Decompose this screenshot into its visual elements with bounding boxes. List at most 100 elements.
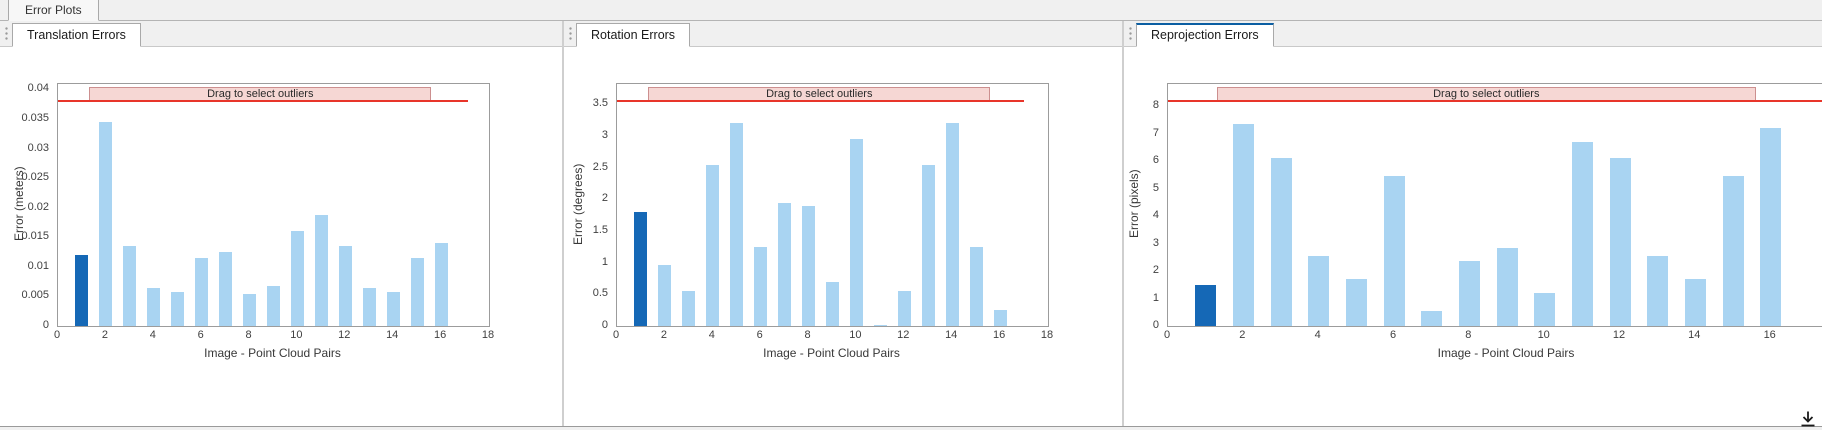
threshold-line[interactable] — [617, 100, 1025, 103]
bar-pair-5[interactable] — [1345, 279, 1367, 327]
reprojection-plot-area[interactable]: Drag to select outliers — [1167, 83, 1822, 327]
panels-row: Translation Errors Drag to select outlie… — [0, 21, 1822, 427]
y-tick-label: 5 — [1152, 181, 1159, 194]
x-tick-label: 4 — [708, 329, 715, 341]
bar-pair-7[interactable] — [778, 202, 792, 326]
threshold-line[interactable] — [1168, 99, 1822, 102]
y-tick-label: 3.5 — [592, 97, 608, 110]
bar-pair-4[interactable] — [147, 287, 161, 326]
y-tick-label: 1 — [601, 255, 608, 268]
bar-pair-13[interactable] — [362, 287, 376, 326]
y-tick-label: 0.005 — [21, 289, 49, 302]
bar-pair-1[interactable] — [1195, 284, 1217, 327]
drag-handle-icon[interactable] — [566, 26, 575, 42]
rotation-x-axis-label: Image - Point Cloud Pairs — [763, 346, 900, 360]
bar-pair-4[interactable] — [706, 164, 720, 326]
translation-figure: Drag to select outliers Error (meters) I… — [0, 47, 562, 426]
bar-pair-3[interactable] — [123, 246, 137, 326]
bar-pair-9[interactable] — [826, 281, 839, 326]
drag-handle-icon[interactable] — [2, 26, 11, 42]
x-tick-label: 6 — [197, 329, 204, 341]
bar-pair-12[interactable] — [1609, 158, 1631, 326]
bar-pair-10[interactable] — [1534, 293, 1556, 326]
bar-pair-15[interactable] — [969, 246, 983, 326]
bar-pair-8[interactable] — [243, 293, 257, 326]
bar-pair-8[interactable] — [802, 205, 816, 326]
bar-pair-7[interactable] — [219, 252, 233, 326]
bar-pair-8[interactable] — [1458, 261, 1480, 326]
bar-pair-14[interactable] — [386, 291, 400, 326]
reprojection-tab-bar: Reprojection Errors — [1124, 21, 1822, 47]
bar-pair-16[interactable] — [993, 310, 1007, 326]
rotation-axes: Drag to select outliers Error (degrees) … — [564, 47, 1122, 426]
y-tick-label: 0.02 — [27, 200, 49, 213]
x-tick-label: 10 — [290, 329, 303, 341]
bar-pair-9[interactable] — [1496, 247, 1518, 326]
bar-pair-6[interactable] — [1383, 176, 1405, 326]
bar-pair-1[interactable] — [634, 212, 648, 326]
bar-pair-9[interactable] — [267, 285, 280, 326]
bar-pair-10[interactable] — [849, 139, 863, 326]
rotation-plot-area[interactable]: Drag to select outliers — [616, 83, 1049, 327]
bar-pair-16[interactable] — [434, 243, 448, 326]
bar-pair-2[interactable] — [1232, 123, 1254, 326]
x-tick-label: 2 — [1239, 329, 1246, 341]
bar-pair-14[interactable] — [1684, 279, 1706, 327]
reprojection-figure: Drag to select outliers Error (pixels) I… — [1124, 47, 1822, 426]
bar-pair-3[interactable] — [682, 291, 696, 326]
translation-plot-area[interactable]: Drag to select outliers — [57, 83, 490, 327]
bar-pair-2[interactable] — [99, 121, 113, 326]
bar-pair-6[interactable] — [754, 246, 768, 326]
drag-handle-icon[interactable] — [1126, 26, 1135, 42]
x-tick-label: 0 — [612, 329, 620, 341]
x-tick-label: 10 — [849, 329, 862, 341]
bar-pair-14[interactable] — [945, 123, 959, 326]
drag-select-band[interactable]: Drag to select outliers — [648, 87, 991, 102]
bar-pair-7[interactable] — [1421, 310, 1443, 326]
bar-pair-15[interactable] — [410, 258, 424, 326]
bar-pair-12[interactable] — [338, 246, 352, 326]
bar-pair-11[interactable] — [314, 215, 328, 326]
x-tick-label: 18 — [1040, 329, 1054, 341]
tab-reprojection-errors[interactable]: Reprojection Errors — [1136, 23, 1274, 47]
y-tick-label: 3 — [601, 128, 608, 141]
dock-figure-icon[interactable] — [1797, 408, 1819, 430]
tab-rotation-errors[interactable]: Rotation Errors — [576, 23, 691, 47]
tab-translation-errors[interactable]: Translation Errors — [12, 23, 141, 47]
bar-pair-13[interactable] — [921, 164, 935, 326]
bar-pair-11[interactable] — [1571, 141, 1593, 327]
x-tick-label: 4 — [1314, 329, 1321, 341]
x-tick-label: 0 — [53, 329, 61, 341]
y-tick-label: 0.04 — [27, 82, 49, 95]
bar-pair-5[interactable] — [171, 291, 185, 326]
bar-pair-10[interactable] — [290, 231, 304, 326]
threshold-line[interactable] — [58, 100, 468, 103]
reprojection-x-axis-label: Image - Point Cloud Pairs — [1437, 346, 1575, 360]
bar-pair-3[interactable] — [1270, 158, 1292, 326]
bar-pair-5[interactable] — [730, 123, 744, 326]
x-tick-label: 6 — [1389, 329, 1397, 341]
tab-error-plots[interactable]: Error Plots — [8, 0, 99, 21]
y-tick-label: 0.035 — [21, 111, 49, 124]
bar-pair-1[interactable] — [75, 255, 89, 326]
x-tick-label: 4 — [149, 329, 156, 341]
bar-pair-13[interactable] — [1647, 255, 1669, 326]
y-tick-label: 2 — [1152, 264, 1159, 276]
translation-tab-bar: Translation Errors — [0, 21, 562, 47]
bar-pair-4[interactable] — [1308, 255, 1330, 326]
y-tick-label: 2.5 — [592, 160, 608, 173]
bar-pair-11[interactable] — [873, 324, 887, 326]
x-tick-label: 6 — [756, 329, 763, 341]
x-tick-label: 14 — [945, 329, 958, 341]
drag-select-band[interactable]: Drag to select outliers — [89, 87, 432, 102]
bar-pair-12[interactable] — [897, 291, 911, 326]
x-tick-label: 18 — [481, 329, 495, 341]
bar-pair-15[interactable] — [1722, 176, 1744, 326]
reprojection-axes: Drag to select outliers Error (pixels) I… — [1124, 47, 1822, 426]
bar-pair-2[interactable] — [658, 264, 672, 326]
drag-select-band[interactable]: Drag to select outliers — [1217, 87, 1756, 101]
bar-pair-6[interactable] — [195, 258, 209, 326]
y-tick-label: 1.5 — [592, 224, 608, 236]
panel-translation-errors: Translation Errors Drag to select outlie… — [0, 21, 562, 426]
bar-pair-16[interactable] — [1760, 128, 1782, 326]
